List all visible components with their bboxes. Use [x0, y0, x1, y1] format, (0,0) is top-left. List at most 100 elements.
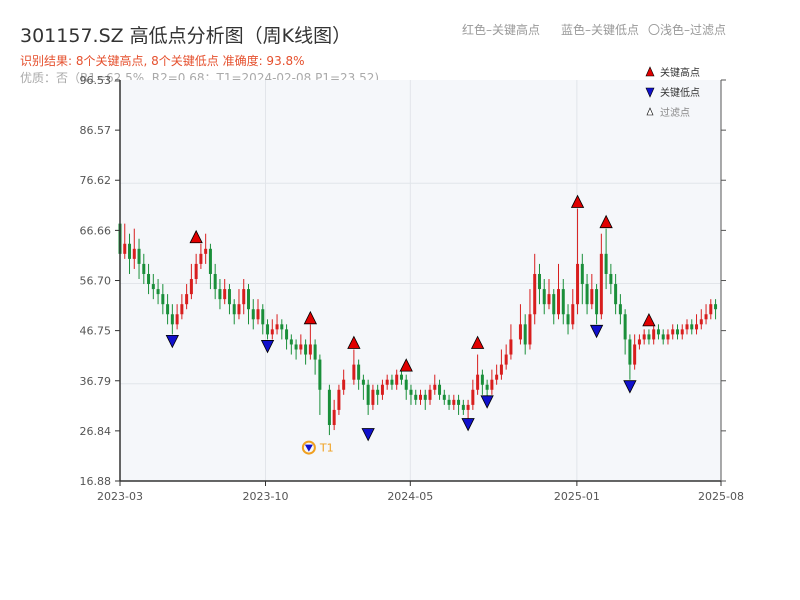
candle-body [471, 389, 475, 405]
key-high-marker [570, 194, 585, 208]
candle-body [523, 324, 527, 345]
candle-body [123, 243, 127, 254]
candle-body [533, 273, 537, 315]
candle-body [337, 389, 341, 410]
candle-body [566, 314, 570, 325]
candle-body [442, 394, 446, 400]
candle-body [504, 354, 508, 365]
candle-body [294, 344, 298, 350]
candle-body [642, 334, 646, 340]
candle-body [614, 284, 618, 305]
candle-body [509, 339, 513, 355]
key-low-marker [589, 324, 604, 339]
candle-body [461, 404, 465, 410]
header-legend-blue: 蓝色–关键低点 [561, 23, 640, 37]
header-legend-red: 红色–关键高点 [462, 23, 541, 37]
legend-filtered-label: 过滤点 [660, 106, 690, 119]
candle-body [395, 374, 399, 385]
candle-body [537, 273, 541, 290]
candle-body [633, 344, 637, 365]
candle-body [371, 389, 375, 405]
candle-body [261, 309, 265, 325]
candle-body [170, 314, 174, 325]
key-high-marker [470, 335, 485, 349]
candle-body [661, 334, 665, 340]
key-low-marker [165, 334, 179, 349]
candle-body [490, 379, 494, 390]
y-tick-label: 56.70 [80, 275, 112, 288]
candle-body [361, 379, 365, 385]
candle-body [227, 289, 231, 305]
candle-body [675, 329, 679, 335]
candle-body [576, 263, 580, 305]
candle-body [175, 314, 179, 325]
candle-body [518, 324, 522, 340]
key-high-marker [642, 312, 656, 327]
candle-body [399, 374, 403, 380]
candle-body [357, 364, 361, 380]
x-tick-label: 2023-10 [243, 490, 289, 503]
x-tick-label: 2025-01 [554, 490, 600, 503]
candle-body [656, 329, 660, 335]
candle-body [528, 314, 532, 345]
candle-body [246, 289, 250, 310]
candle-body [604, 253, 608, 274]
key-low-marker [361, 428, 375, 442]
candle-body [447, 399, 451, 405]
candle-body [318, 359, 322, 390]
candle-body [452, 399, 456, 405]
candle-body [466, 404, 470, 410]
candle-body [580, 263, 584, 285]
candle-body [628, 339, 632, 365]
candle-body [599, 253, 603, 315]
candle-body [275, 324, 279, 330]
candle-body [380, 384, 384, 395]
chart-title: 301157.SZ 高低点分析图（周K线图） [20, 25, 352, 47]
legend-low-icon [645, 87, 655, 98]
candle-body [552, 294, 556, 315]
legend-low-label: 关键低点 [660, 86, 700, 99]
candle-body [256, 309, 260, 320]
candle-body [714, 304, 718, 310]
key-high-marker [303, 310, 318, 325]
candle-body [499, 364, 503, 375]
key-high-marker [599, 214, 613, 229]
candle-body [223, 289, 227, 300]
candle-body [289, 339, 293, 345]
candle-body [428, 389, 432, 400]
candle-body [161, 294, 165, 305]
candle-body [609, 273, 613, 285]
candle-body [438, 384, 442, 395]
candle-body [699, 319, 703, 325]
candle-body [666, 334, 670, 340]
candle-body [266, 324, 270, 335]
candle-body [590, 289, 594, 305]
candle-body [376, 389, 380, 395]
x-tick-label: 2024-05 [387, 490, 433, 503]
header-legend-light: 〇浅色–过滤点 [648, 23, 727, 37]
candle-body [542, 289, 546, 305]
candle-body [352, 364, 356, 380]
candle-body [647, 334, 651, 340]
y-tick-label: 36.79 [80, 375, 112, 388]
key-low-marker [480, 395, 494, 409]
candle-body [409, 389, 413, 395]
x-tick-label: 2023-03 [97, 490, 143, 503]
y-tick-label: 26.84 [80, 425, 112, 438]
candle-body [299, 344, 303, 350]
candle-body [385, 379, 389, 385]
t1-low-marker [304, 444, 313, 452]
candle-body [218, 289, 222, 300]
candle-body [242, 289, 246, 305]
key-low-marker [461, 418, 475, 432]
y-tick-label: 86.57 [80, 124, 112, 137]
candle-body [128, 243, 132, 259]
candle-body [557, 289, 561, 315]
candle-body [366, 384, 370, 405]
candle-body [308, 344, 312, 355]
candle-body [270, 329, 274, 335]
candle-body [485, 384, 489, 390]
y-tick-label: 76.62 [80, 174, 112, 187]
candle-body [414, 394, 418, 400]
candle-body [232, 304, 236, 315]
